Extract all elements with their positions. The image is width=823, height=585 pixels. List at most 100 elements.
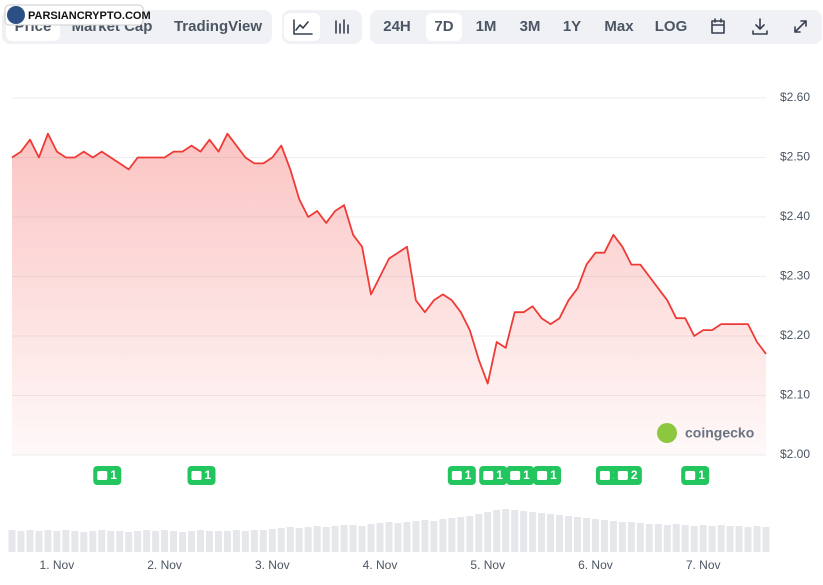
volume-bar	[520, 511, 528, 552]
y-tick-label: $2.50	[780, 150, 810, 164]
volume-bar	[322, 527, 330, 552]
volume-bar	[241, 531, 249, 552]
x-tick-label: 6. Nov	[578, 558, 613, 572]
x-tick-label: 2. Nov	[147, 558, 182, 572]
volume-bar	[205, 531, 213, 552]
volume-bar	[44, 530, 52, 552]
volume-bar	[232, 530, 240, 552]
event-icon	[97, 471, 108, 480]
x-tick-label: 5. Nov	[470, 558, 505, 572]
volume-bar	[717, 525, 725, 552]
volume-bar	[735, 526, 743, 552]
range[interactable]: 24H	[383, 18, 411, 35]
event-count: 1	[550, 468, 557, 482]
volume-bar	[439, 519, 447, 552]
y-tick-label: $2.10	[780, 388, 810, 402]
volume-bar	[367, 524, 375, 552]
event-marker[interactable]: 1	[187, 466, 216, 485]
volume-bar	[547, 514, 555, 552]
volume-bar	[574, 517, 581, 552]
volume-bar	[448, 518, 456, 552]
x-tick-label: 3. Nov	[255, 558, 290, 572]
volume-bar	[214, 531, 222, 552]
brand-logo	[657, 423, 677, 443]
volume-bar	[654, 524, 662, 552]
event-icon	[451, 471, 462, 480]
volume-bar	[493, 510, 501, 552]
candle-icon[interactable]	[335, 19, 349, 34]
range[interactable]: 7D	[434, 18, 453, 35]
volume-bar	[286, 527, 294, 552]
x-tick-label: 1. Nov	[40, 558, 75, 572]
volume-bar	[376, 523, 384, 552]
brand: coingecko	[685, 425, 754, 441]
event-icon	[537, 471, 548, 480]
volume-bar	[98, 530, 106, 552]
watermark: PARSIANCRYPTO.COM	[28, 10, 151, 22]
range[interactable]: 1Y	[563, 18, 581, 35]
volume-bar	[53, 531, 61, 552]
event-marker[interactable]: 1	[506, 466, 535, 485]
event-icon	[510, 471, 521, 480]
event-marker[interactable]: 2	[613, 466, 642, 485]
event-count: 1	[465, 468, 472, 482]
volume-bar	[358, 526, 366, 552]
event-icon	[191, 471, 202, 480]
volume-bar	[582, 518, 590, 552]
volume-bar	[663, 525, 671, 552]
volume-bar	[268, 529, 276, 552]
event-count: 1	[698, 468, 705, 482]
event-marker[interactable]: 1	[479, 466, 508, 485]
range[interactable]: 1M	[476, 18, 497, 35]
event-marker[interactable]: 1	[93, 466, 122, 485]
volume-bar	[295, 528, 303, 552]
volume-bar	[17, 531, 25, 552]
volume-bar	[690, 526, 698, 552]
volume-bar	[250, 530, 258, 552]
event-icon	[685, 471, 696, 480]
watermark-box	[4, 4, 144, 26]
volume-bar	[645, 524, 653, 552]
price-area	[12, 133, 766, 455]
volume-bar	[161, 530, 169, 552]
volume-bar	[591, 519, 599, 552]
volume-bar	[421, 520, 429, 552]
event-icon	[617, 471, 628, 480]
volume-bar	[609, 521, 617, 552]
range[interactable]: 3M	[520, 18, 541, 35]
expand-icon[interactable]	[794, 20, 807, 33]
calendar-icon[interactable]	[711, 18, 725, 34]
volume-bar	[35, 531, 43, 552]
volume-bar	[708, 526, 716, 552]
volume-bar	[71, 531, 79, 552]
volume-bar	[8, 530, 16, 552]
volume-bar	[681, 525, 689, 552]
volume-bar	[143, 530, 151, 552]
event-icon	[599, 471, 610, 480]
y-tick-label: $2.00	[780, 447, 810, 461]
volume-bar	[466, 516, 474, 552]
range[interactable]: LOG	[655, 18, 688, 35]
volume-bar	[188, 531, 196, 552]
tab[interactable]: TradingView	[174, 18, 262, 35]
volume-bar	[26, 530, 34, 552]
download-icon[interactable]	[752, 18, 768, 35]
range-group	[370, 10, 822, 44]
event-marker[interactable]: 1	[681, 466, 710, 485]
volume-bar	[484, 512, 492, 552]
event-marker[interactable]: 1	[533, 466, 562, 485]
volume-bar	[385, 522, 393, 552]
range-active	[426, 13, 462, 41]
volume-bar	[89, 531, 97, 552]
volume-bar	[556, 515, 564, 552]
event-icon	[483, 471, 494, 480]
volume-bar	[125, 532, 133, 552]
volume-bar	[340, 525, 348, 552]
volume-bar	[134, 531, 142, 552]
volume-bar	[511, 510, 519, 552]
event-marker[interactable]: 1	[447, 466, 476, 485]
event-count: 1	[110, 468, 117, 482]
price-line	[11, 132, 767, 385]
range[interactable]: Max	[604, 18, 634, 35]
volume-bar	[753, 526, 761, 552]
